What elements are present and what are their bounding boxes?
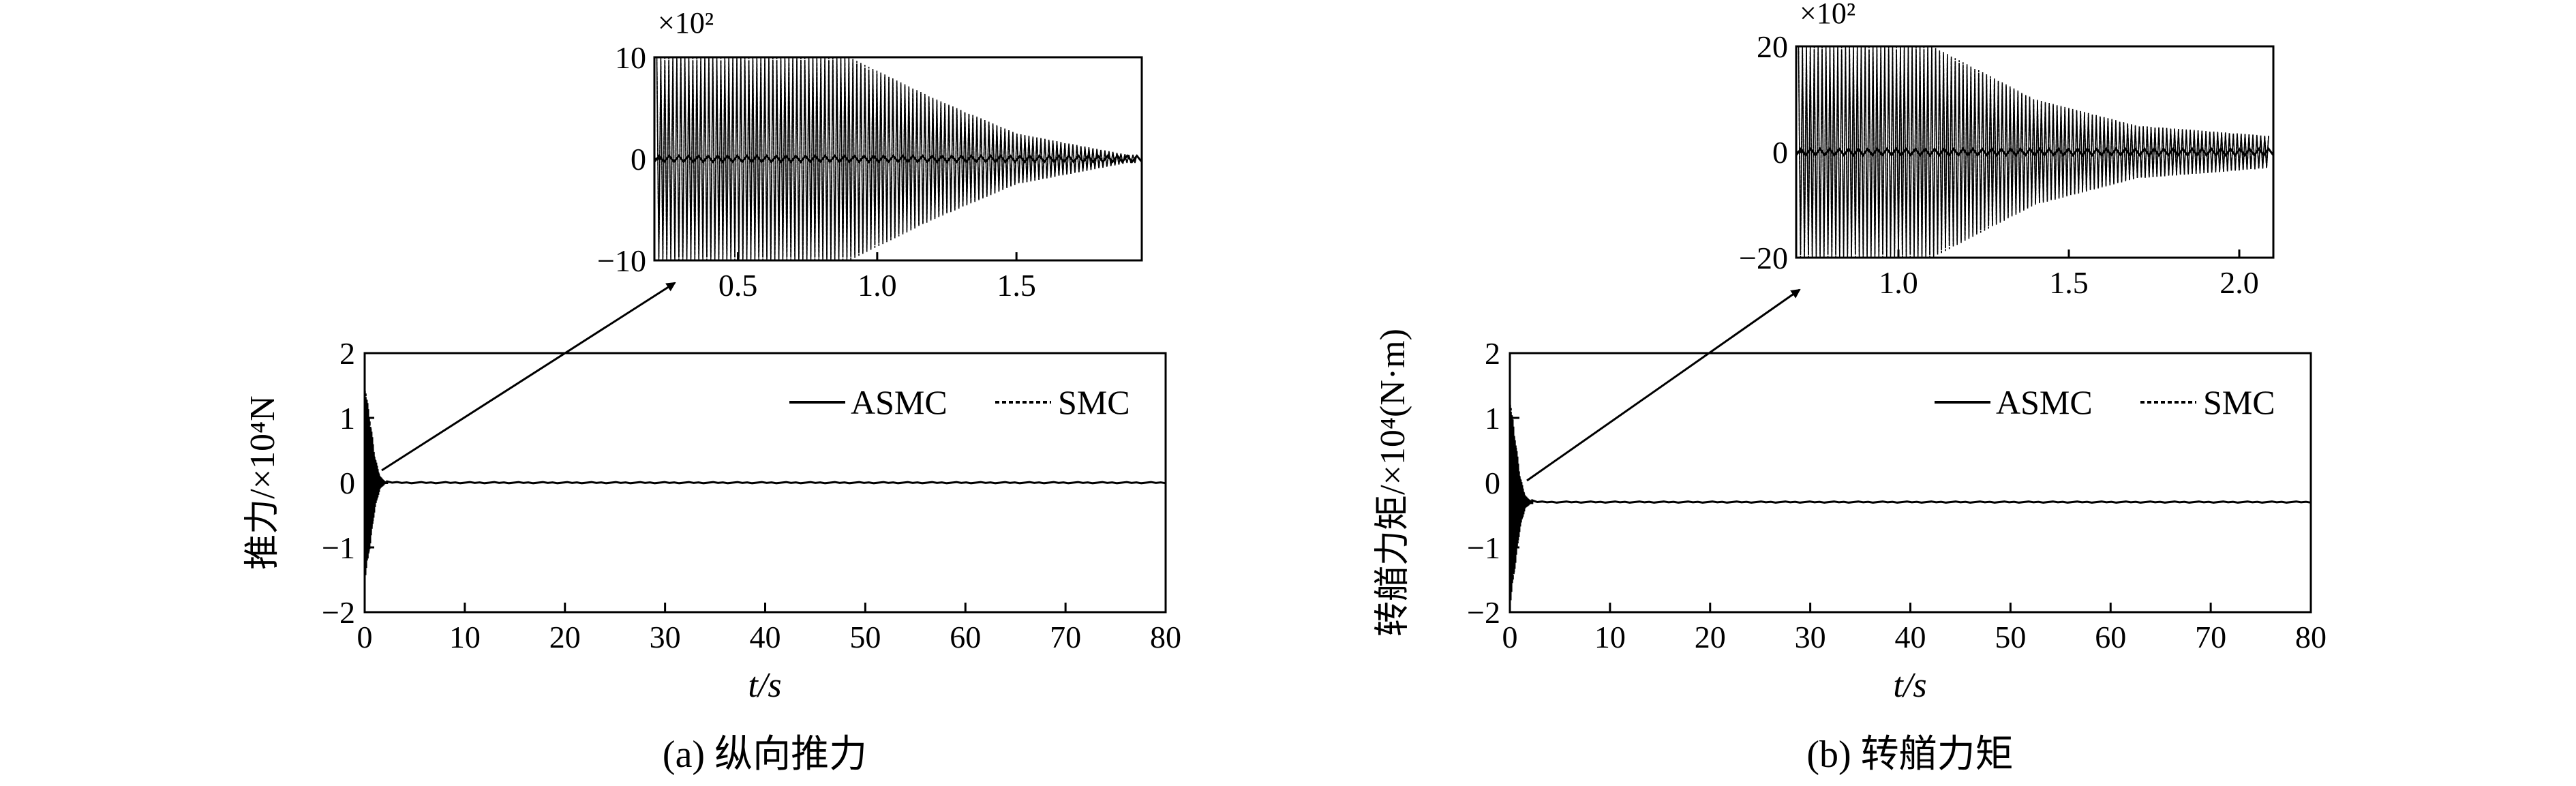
inset-multiplier: ×10²	[658, 6, 714, 40]
y-tick-label: 1	[1485, 401, 1500, 436]
panel-caption: (a) 纵向推力	[663, 734, 867, 776]
x-axis-label: t/s	[1893, 666, 1926, 705]
x-tick-label: 60	[2095, 620, 2126, 654]
y-tick-label: 0	[339, 466, 355, 500]
x-tick-label: 70	[1050, 620, 1081, 654]
inset-x-tick-label: 2.0	[2219, 265, 2259, 300]
panel-b: 210−1−2 0 10 20 30 40 50 60 70 80 转艏力矩/×10⁴(N·m)…	[1374, 0, 2327, 776]
y-ticks: 2 1 0 −1 −2	[322, 336, 374, 630]
legend-asmc-label: ASMC	[851, 383, 948, 421]
inset-x-ticks: 0.5 1.0 1.5	[718, 252, 1036, 303]
x-tick-label: 60	[950, 620, 981, 654]
inset-y-ticks: 10 0 −10	[597, 40, 663, 278]
x-tick-label: 30	[650, 620, 681, 654]
series-line-asmc	[364, 399, 1166, 575]
y-ticks: 2 1 0 −1 −2	[1467, 336, 1519, 630]
panel-caption: (b) 转艏力矩	[1806, 734, 2013, 776]
x-axis-label: t/s	[748, 666, 781, 705]
inset-y-tick-label: −20	[1739, 241, 1788, 275]
inset-traces	[1795, 46, 2275, 258]
main-traces	[364, 391, 1166, 575]
x-tick-label: 30	[1795, 620, 1826, 654]
inset-series-smc	[1798, 46, 2269, 258]
inset-y-tick-label: 0	[631, 142, 646, 177]
x-tick-label: 40	[1895, 620, 1926, 654]
inset-x-tick-label: 1.0	[858, 268, 897, 303]
x-tick-label: 10	[449, 620, 481, 654]
y-tick-label: 2	[1485, 336, 1500, 371]
inset-x-tick-label: 0.5	[718, 268, 758, 303]
inset-y-tick-label: 0	[1772, 135, 1788, 170]
x-ticks: 0 10 20 30 40 50 60 70 80	[1502, 603, 2327, 654]
inset-y-ticks: 20 0 −20	[1739, 29, 1804, 275]
inset-center-trace	[653, 154, 1143, 164]
x-tick-label: 0	[1502, 620, 1518, 654]
y-axis-label: 转艏力矩/×10⁴(N·m)	[1374, 329, 1412, 637]
series-line-smc	[364, 391, 1166, 568]
x-tick-label: 40	[750, 620, 781, 654]
panel-a: 210−1−2 0 10 20 30 40 50 60 70 80 推力/×10⁴N t/s (…	[243, 6, 1181, 776]
x-tick-label: 80	[2295, 620, 2327, 654]
inset-series-smc	[656, 57, 1138, 261]
x-tick-label: 70	[2195, 620, 2226, 654]
inset-center-trace	[1795, 147, 2275, 157]
zoom-arrow	[381, 282, 676, 472]
inset-multiplier: ×10²	[1800, 0, 1855, 30]
inset-y-tick-label: −10	[597, 243, 646, 278]
main-plot-frame	[1509, 352, 2312, 614]
y-tick-label: 0	[1485, 466, 1500, 500]
y-tick-label: −1	[1467, 530, 1500, 565]
y-tick-label: −2	[322, 595, 355, 630]
x-tick-label: 20	[1695, 620, 1726, 654]
inset-y-tick-label: 10	[615, 40, 646, 75]
x-tick-label: 0	[357, 620, 373, 654]
series-line-asmc	[1509, 414, 2312, 601]
y-tick-label: −2	[1467, 595, 1500, 630]
zoom-arrow	[1526, 288, 1801, 482]
x-tick-label: 50	[1995, 620, 2026, 654]
x-tick-label: 10	[1594, 620, 1626, 654]
inset-x-tick-label: 1.5	[997, 268, 1036, 303]
x-ticks: 0 10 20 30 40 50 60 70 80	[357, 603, 1181, 654]
y-tick-label: −1	[322, 530, 355, 565]
y-axis-label: 推力/×10⁴N	[243, 395, 282, 569]
legend-smc-label: SMC	[1058, 383, 1130, 421]
legend: ASMC SMC	[1935, 383, 2275, 421]
main-traces	[1509, 404, 2312, 601]
inset-traces	[653, 57, 1143, 261]
inset-x-tick-label: 1.0	[1879, 265, 1918, 300]
legend: ASMC SMC	[789, 383, 1130, 421]
inset-y-tick-label: 20	[1757, 29, 1788, 64]
series-line-smc	[1509, 404, 2312, 592]
inset-x-ticks: 1.0 1.5 2.0	[1879, 250, 2259, 300]
inset-x-tick-label: 1.5	[2049, 265, 2089, 300]
legend-smc-label: SMC	[2203, 383, 2275, 421]
legend-asmc-label: ASMC	[1996, 383, 2093, 421]
y-tick-label: 1	[339, 401, 355, 436]
x-tick-label: 80	[1150, 620, 1181, 654]
x-tick-label: 20	[549, 620, 581, 654]
x-tick-label: 50	[849, 620, 881, 654]
y-tick-label: 2	[339, 336, 355, 371]
